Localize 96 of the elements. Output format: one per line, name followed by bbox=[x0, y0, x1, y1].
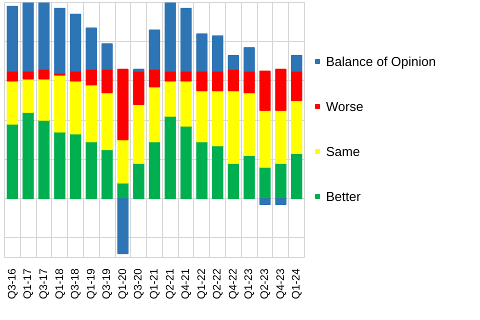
x-tick-label: Q3-18 bbox=[70, 268, 82, 300]
bar bbox=[164, 80, 176, 117]
bar bbox=[275, 198, 286, 206]
x-tick-label: Q1-22 bbox=[196, 268, 208, 300]
bar bbox=[180, 8, 192, 72]
bar bbox=[180, 70, 192, 82]
bar bbox=[196, 33, 208, 72]
bar bbox=[86, 84, 97, 142]
bar bbox=[38, 78, 50, 121]
x-tick-label: Q2-23 bbox=[259, 268, 272, 300]
bar bbox=[290, 153, 302, 200]
bar bbox=[86, 28, 97, 70]
bar bbox=[22, 78, 34, 113]
bar bbox=[275, 68, 286, 111]
bar bbox=[244, 47, 255, 72]
x-tick-label: Q3-20 bbox=[132, 268, 145, 300]
bar bbox=[133, 104, 144, 164]
bar bbox=[70, 14, 82, 72]
bar bbox=[290, 70, 302, 102]
bar bbox=[148, 141, 160, 200]
bar bbox=[212, 145, 224, 200]
bar bbox=[259, 198, 271, 206]
bar bbox=[196, 90, 208, 142]
x-tick-label: Q1-19 bbox=[85, 268, 98, 300]
bar bbox=[275, 110, 286, 164]
bar bbox=[54, 74, 66, 132]
bar bbox=[148, 29, 160, 70]
bar bbox=[259, 166, 271, 200]
bar bbox=[6, 70, 18, 82]
bar bbox=[212, 35, 224, 72]
x-tick-label: Q1-21 bbox=[148, 268, 160, 300]
bar bbox=[102, 92, 113, 150]
bar bbox=[244, 92, 255, 156]
bar bbox=[70, 70, 82, 82]
bar bbox=[212, 90, 224, 146]
bar bbox=[228, 68, 240, 92]
bar bbox=[22, 112, 34, 200]
x-tick-label: Q1-17 bbox=[22, 268, 34, 300]
bar bbox=[70, 80, 82, 134]
bar bbox=[38, 68, 50, 80]
bar bbox=[148, 68, 160, 88]
bar bbox=[6, 124, 18, 200]
bar bbox=[38, 120, 50, 200]
bar bbox=[133, 162, 144, 200]
bar bbox=[164, 2, 176, 72]
bar bbox=[290, 54, 302, 72]
legend-label: Better bbox=[326, 188, 361, 204]
bar bbox=[38, 2, 50, 70]
bar bbox=[180, 126, 192, 200]
x-tick-label: Q2-21 bbox=[164, 268, 176, 300]
bar bbox=[275, 162, 286, 200]
bar bbox=[228, 54, 240, 70]
bar bbox=[164, 116, 176, 200]
bar bbox=[164, 70, 176, 82]
bar bbox=[196, 70, 208, 92]
bar bbox=[102, 43, 113, 70]
bar bbox=[117, 198, 129, 254]
x-tick-label: Q4-23 bbox=[274, 268, 287, 300]
bar bbox=[228, 90, 240, 164]
bar bbox=[54, 8, 66, 74]
legend-label: Balance of Opinion bbox=[326, 54, 436, 68]
x-tick-label: Q1-18 bbox=[54, 268, 66, 300]
bar bbox=[22, 70, 34, 80]
legend-label: Same bbox=[326, 144, 360, 158]
x-tick-label: Q1-23 bbox=[243, 268, 256, 300]
bar bbox=[86, 141, 97, 200]
bar bbox=[117, 68, 129, 140]
bar bbox=[228, 162, 240, 200]
bar bbox=[102, 149, 113, 200]
bar bbox=[6, 80, 18, 125]
x-tick-label: Q3-19 bbox=[101, 268, 114, 300]
x-tick-label: Q4-22 bbox=[227, 268, 240, 300]
x-tick-label: Q3-16 bbox=[6, 268, 18, 300]
bar bbox=[212, 70, 224, 92]
bar bbox=[290, 100, 302, 154]
bar bbox=[70, 133, 82, 200]
x-tick-label: Q2-22 bbox=[212, 268, 224, 300]
bar bbox=[180, 80, 192, 127]
x-tick-label: Q4-21 bbox=[180, 268, 192, 300]
bar bbox=[86, 68, 97, 86]
bar bbox=[244, 155, 255, 200]
bar bbox=[54, 131, 66, 200]
bar bbox=[102, 68, 113, 94]
bar bbox=[6, 6, 18, 72]
bar bbox=[196, 141, 208, 200]
bar bbox=[133, 70, 144, 105]
bar bbox=[148, 86, 160, 142]
bar bbox=[117, 139, 129, 184]
x-tick-label: Q3-17 bbox=[38, 268, 50, 300]
bar bbox=[244, 70, 255, 94]
x-tick-label: Q1-24 bbox=[290, 268, 303, 300]
x-tick-label: Q1-20 bbox=[116, 268, 129, 300]
bar bbox=[22, 2, 34, 72]
legend-label: Worse bbox=[326, 98, 364, 114]
bar bbox=[259, 110, 271, 168]
bar bbox=[259, 70, 271, 111]
